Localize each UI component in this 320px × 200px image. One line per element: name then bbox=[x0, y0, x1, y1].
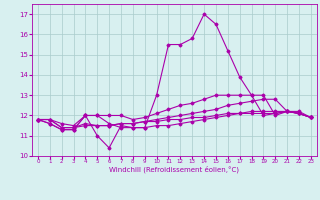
X-axis label: Windchill (Refroidissement éolien,°C): Windchill (Refroidissement éolien,°C) bbox=[109, 166, 239, 173]
